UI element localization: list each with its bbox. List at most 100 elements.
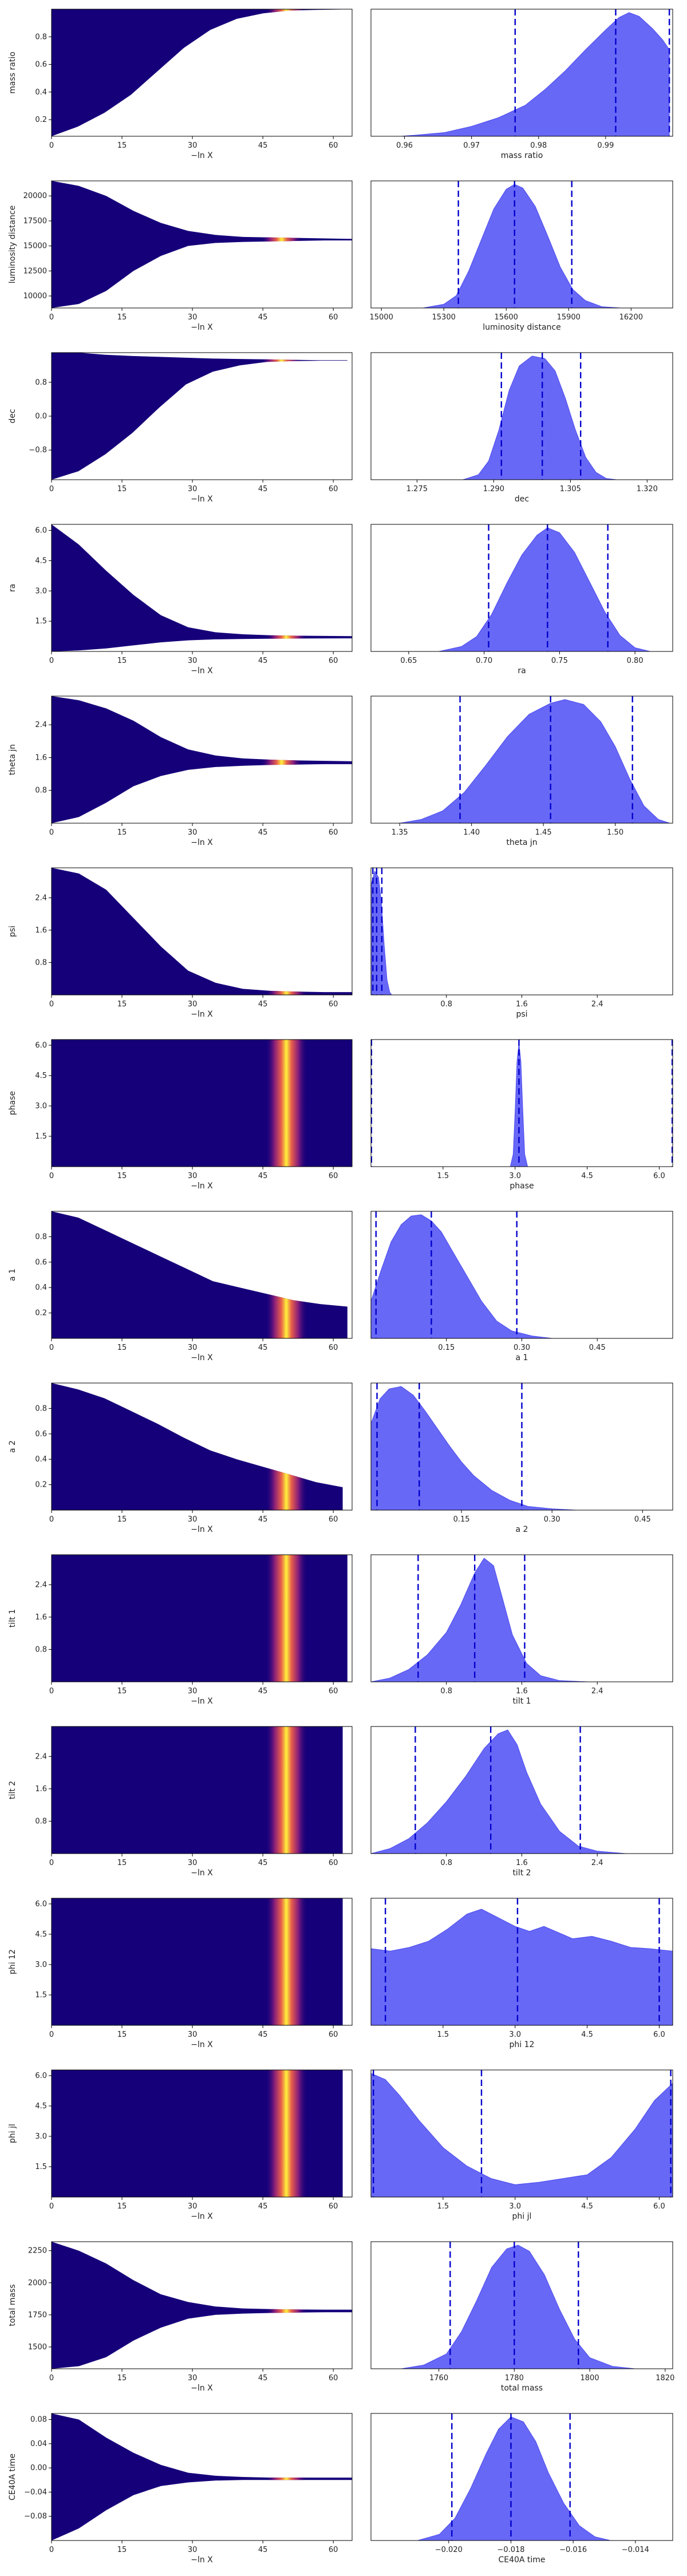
density-axes-frame	[370, 524, 673, 652]
y-tick-label: −0.08	[24, 2512, 47, 2521]
trace-samples	[52, 2242, 352, 2369]
kde-area	[370, 1909, 673, 2026]
subplot-row-psi: 0 15 30 45 60 0.8 1.6 2.4 −ln X psi 0.8 1.6 2.4 psi	[8, 867, 673, 1019]
subplot-row-dec: 0 15 30 45 60 −0.8 0.0 0.8 −ln X dec 1.275 1.290 1.3…	[8, 352, 673, 504]
x-tick-label: −0.016	[559, 2546, 587, 2554]
x-tick-label: 15	[117, 1344, 127, 1352]
density-plot-theta_jn: 1.35 1.40 1.45 1.50 theta jn	[370, 696, 673, 847]
x-tick-label: 30	[188, 313, 198, 322]
trace-xlabel: −ln X	[191, 495, 213, 504]
subplot-row-a_2: 0 15 30 45 60 0.2 0.4 0.6 0.8 −ln X a 2 0.15 0.30 0.4…	[8, 1382, 673, 1534]
x-tick-label: 60	[329, 2030, 338, 2039]
y-tick-label: 2250	[28, 2247, 47, 2255]
x-tick-label: 15	[117, 1515, 127, 1524]
trace-ylabel: a 1	[8, 1269, 17, 1281]
x-tick-label: −0.020	[435, 2546, 463, 2554]
trace-plot-a_1: 0 15 30 45 60 0.2 0.4 0.6 0.8 −ln X a 1	[8, 1211, 353, 1362]
density-xlabel: ra	[518, 666, 526, 675]
x-tick-label: 2.4	[591, 1859, 603, 1867]
trace-axes-frame	[51, 1898, 353, 2026]
y-tick-label: 1.6	[35, 753, 47, 762]
density-plot-ra: 0.65 0.70 0.75 0.80 ra	[370, 524, 673, 675]
trace-xlabel: −ln X	[191, 323, 213, 332]
x-tick-label: 0.15	[453, 1515, 470, 1524]
x-tick-label: 0.45	[634, 1515, 651, 1524]
trace-samples	[52, 9, 343, 136]
y-tick-label: 20000	[23, 192, 47, 200]
x-tick-label: 0.30	[544, 1515, 560, 1524]
x-tick-label: 15	[117, 2546, 127, 2554]
density-xlabel: phi jl	[512, 2212, 532, 2221]
x-tick-label: 3.0	[509, 1172, 521, 1180]
x-tick-label: 15300	[432, 313, 456, 322]
trace-plot-dec: 0 15 30 45 60 −0.8 0.0 0.8 −ln X dec	[8, 352, 353, 504]
kde-area	[370, 1558, 588, 1682]
x-tick-label: 30	[188, 1859, 198, 1867]
trace-plot-a_2: 0 15 30 45 60 0.2 0.4 0.6 0.8 −ln X a 2	[8, 1382, 353, 1534]
trace-peak-band	[265, 1555, 307, 1682]
y-tick-label: 0.4	[35, 1455, 47, 1464]
x-tick-label: 60	[329, 485, 338, 493]
subplot-row-luminosity_distance: 0 15 30 45 60 10000 12500 15000 17500 20000 −ln X l…	[8, 180, 673, 332]
trace-plot-total_mass: 0 15 30 45 60 1500 1750 2000 2250 −ln X total mass	[8, 2241, 353, 2393]
y-tick-label: 0.8	[35, 787, 47, 795]
kde-area	[370, 1214, 552, 1339]
x-tick-label: 0	[49, 1000, 54, 1009]
trace-peak-band	[265, 1383, 307, 1510]
density-xlabel: phase	[510, 1182, 534, 1191]
y-tick-label: 1.5	[35, 1991, 47, 2000]
density-plot-a_1: 0.15 0.30 0.45 a 1	[370, 1211, 673, 1362]
y-tick-label: −0.8	[29, 446, 47, 455]
trace-peak-band	[265, 9, 307, 136]
x-tick-label: 30	[188, 485, 198, 493]
y-tick-label: 0.6	[35, 61, 47, 69]
x-tick-label: 15	[117, 1687, 127, 1696]
trace-ylabel: phase	[8, 1091, 17, 1115]
density-plot-dec: 1.275 1.290 1.305 1.320 dec	[370, 352, 673, 504]
y-tick-label: 2.4	[35, 1581, 47, 1589]
trace-ylabel: psi	[8, 926, 17, 937]
x-tick-label: 15	[117, 2030, 127, 2039]
x-tick-label: 0	[49, 485, 54, 493]
trace-peak-band	[260, 353, 303, 480]
y-tick-label: 0.08	[30, 2416, 47, 2424]
x-tick-label: 60	[329, 2546, 338, 2554]
x-tick-label: 0.15	[438, 1344, 455, 1352]
trace-axes-frame	[51, 1039, 353, 1167]
y-tick-label: 1.6	[35, 926, 47, 935]
x-tick-label: 3.0	[509, 2030, 521, 2039]
x-tick-label: 15	[117, 2202, 127, 2211]
y-tick-label: 3.0	[35, 2132, 47, 2141]
density-xlabel: a 2	[516, 1525, 528, 1534]
trace-peak-band	[265, 2070, 307, 2197]
x-tick-label: 30	[188, 1000, 198, 1009]
density-xlabel: CE40A time	[498, 2555, 545, 2565]
x-tick-label: 1820	[656, 2374, 674, 2383]
trace-axes-frame	[51, 2413, 353, 2541]
x-tick-label: 60	[329, 313, 338, 322]
density-plot-psi: 0.8 1.6 2.4 psi	[370, 867, 673, 1019]
density-xlabel: total mass	[501, 2384, 543, 2393]
x-tick-label: 15	[117, 1859, 127, 1867]
trace-ylabel: total mass	[8, 2284, 17, 2326]
trace-ylabel: phi jl	[8, 2124, 17, 2143]
x-tick-label: 30	[188, 1687, 198, 1696]
x-tick-label: 2.4	[591, 1687, 603, 1696]
y-tick-label: 0.2	[35, 1481, 47, 1490]
x-tick-label: 0.8	[440, 1000, 452, 1009]
kde-area	[439, 527, 650, 652]
x-tick-label: 60	[329, 1172, 338, 1180]
density-plot-phi_jl: 1.5 3.0 4.5 6.0 phi jl	[370, 2069, 673, 2221]
y-tick-label: 0.6	[35, 1430, 47, 1439]
trace-axes-frame	[51, 696, 353, 824]
density-axes-frame	[370, 180, 673, 309]
y-tick-label: 1750	[28, 2311, 47, 2320]
x-tick-label: 15	[117, 141, 127, 150]
y-tick-label: 6.0	[35, 1900, 47, 1909]
trace-axes-frame	[51, 180, 353, 309]
x-tick-label: 45	[258, 141, 268, 150]
x-tick-label: 60	[329, 1344, 338, 1352]
density-axes-frame	[370, 2241, 673, 2369]
x-tick-label: 45	[258, 1859, 268, 1867]
